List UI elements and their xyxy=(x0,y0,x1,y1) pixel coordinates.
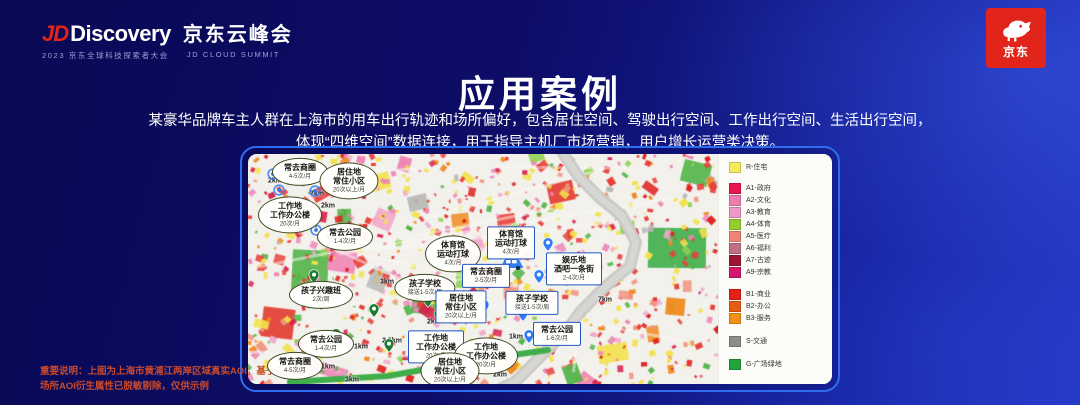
distance-label: 2km xyxy=(320,202,336,210)
blue-map-pin-icon xyxy=(541,237,556,252)
legend-label: A2-文化 xyxy=(746,197,771,204)
distance-label: 7km xyxy=(309,190,325,198)
legend-item: A1-政府 xyxy=(729,182,824,194)
legend-label: B3-服务 xyxy=(746,315,771,322)
logo-subtitle-cn: 2023 京东全球科技探索者大会 xyxy=(42,51,169,60)
legend-item: A9-宗教 xyxy=(729,266,824,278)
legend-label: B2-办公 xyxy=(746,303,771,310)
map-label-rect: 常去商圈 2-5次/月 xyxy=(462,263,510,289)
legend-swatch xyxy=(729,335,741,347)
legend-label: B1-商业 xyxy=(746,291,771,298)
legend-label: G-广场绿地 xyxy=(746,361,782,368)
distance-label: 2km xyxy=(492,371,508,379)
map-label-rect: 娱乐地 酒吧一条街 2-4次/月 xyxy=(546,252,602,286)
legend-label: S-交通 xyxy=(746,338,767,345)
map-frame: 常去商圈 4-5次/月 居住地 常住小区 20次以上/月 工作地 工作办公楼 20次/月 常去公… xyxy=(240,146,840,392)
legend-label: A3-教育 xyxy=(746,209,771,216)
disclaimer: 重要说明：上图为上海市黄浦江两岸区域真实AOI，基于车主隐私， 场所AOI衍生属… xyxy=(40,365,323,394)
disclaimer-line-1: 重要说明：上图为上海市黄浦江两岸区域真实AOI，基于车主隐私， xyxy=(40,366,323,377)
legend-label: A6-福利 xyxy=(746,245,771,252)
disclaimer-line-2: 场所AOI衍生属性已脱敏剔除，仅供示例 xyxy=(40,380,209,392)
map-label-cloud: 体育馆 运动打球 4次/月 xyxy=(425,235,481,273)
blue-target-pin-icon xyxy=(309,185,322,198)
legend-item: A2-文化 xyxy=(729,194,824,206)
map-label-cloud: 孩子兴趣班 2次/周 xyxy=(289,280,353,310)
legend-swatch xyxy=(729,300,741,312)
subtitle-line-1: 某豪华品牌车主人群在上海市的用车出行轨迹和场所偏好，包含居住空间、驾驶出行空间、… xyxy=(148,113,932,129)
legend-swatch xyxy=(729,358,741,370)
logo-subtitle-en: JD CLOUD SUMMIT xyxy=(186,50,281,59)
legend-item: B2-办公 xyxy=(729,300,824,312)
map-label-rect: 体育馆 运动打球 4次/月 xyxy=(487,226,535,260)
header-logo: JD Discovery 京东云峰会 2023 京东全球科技探索者大会 JD C… xyxy=(42,18,293,61)
map-label-cloud: 居住地 常住小区 20次以上/月 xyxy=(319,162,379,200)
map-panel: 常去商圈 4-5次/月 居住地 常住小区 20次以上/月 工作地 工作办公楼 20次/月 常去公… xyxy=(248,154,832,384)
legend-item: A6-福利 xyxy=(729,242,824,254)
legend-item: A3-教育 xyxy=(729,206,824,218)
legend-swatch xyxy=(729,161,741,173)
distance-label: 1km xyxy=(508,333,524,341)
legend-swatch xyxy=(729,288,741,300)
legend-label: A5-医疗 xyxy=(746,233,771,240)
legend-item: B3-服务 xyxy=(729,312,824,324)
logo-jd-text: JD xyxy=(42,21,69,46)
blue-target-pin-icon xyxy=(273,184,286,197)
distance-label: 1km xyxy=(320,363,336,371)
distance-label: 3km xyxy=(344,376,360,384)
distance-label: 7km xyxy=(597,296,613,304)
map-label-rect: 孩子学校 接送1-5次/周 xyxy=(505,290,559,316)
legend-item: R-住宅 xyxy=(729,161,824,173)
legend-item: B1-商业 xyxy=(729,288,824,300)
legend-label: R-住宅 xyxy=(746,164,768,171)
map-label-rect: 常去公园 1-6次/月 xyxy=(533,321,581,347)
legend-swatch xyxy=(729,206,741,218)
legend-item: A5-医疗 xyxy=(729,230,824,242)
legend-swatch xyxy=(729,194,741,206)
distance-label: 1km xyxy=(353,343,369,351)
green-map-pin-icon xyxy=(382,338,397,353)
legend-label: A4-体育 xyxy=(746,221,771,228)
legend-item: S-交通 xyxy=(729,335,824,347)
map-label-cloud: 常去公园 1-4次/月 xyxy=(298,329,354,359)
legend-swatch xyxy=(729,242,741,254)
jd-dog-icon xyxy=(997,16,1035,42)
map-legend: R-住宅 A1-政府 A2-文化 A3-教育 A4-体育 A5-医疗 A6-福利 A7-古迹 A… xyxy=(718,154,832,384)
map-image: 常去商圈 4-5次/月 居住地 常住小区 20次以上/月 工作地 工作办公楼 20次/月 常去公… xyxy=(248,154,718,384)
logo-cn-title: 京东云峰会 xyxy=(182,24,293,46)
map-label-cloud: 孩子学校 接送1-5次/周 xyxy=(394,273,456,303)
map-label-cloud: 居住地 常住小区 20次以上/月 xyxy=(420,352,480,384)
legend-label: A9-宗教 xyxy=(746,269,771,276)
legend-swatch xyxy=(729,230,741,242)
jd-badge-label: 京东 xyxy=(1002,45,1029,59)
legend-item: G-广场绿地 xyxy=(729,358,824,370)
logo-discovery-text: Discovery xyxy=(70,21,171,46)
map-label-rect: 居住地 常住小区 20次以上/月 xyxy=(435,290,487,324)
green-map-pin-icon xyxy=(367,303,382,318)
legend-swatch xyxy=(729,254,741,266)
distance-label: 3km xyxy=(379,278,395,286)
legend-swatch xyxy=(729,182,741,194)
legend-label: A7-古迹 xyxy=(746,257,771,264)
distance-label: 2km xyxy=(426,318,442,326)
map-label-cloud: 常去公园 1-4次/月 xyxy=(317,222,373,252)
jd-logo-badge: 京东 xyxy=(986,8,1046,68)
legend-swatch xyxy=(729,312,741,324)
distance-label: 2km xyxy=(267,177,283,185)
legend-swatch xyxy=(729,266,741,278)
map-label-cloud: 常去商圈 4-5次/月 xyxy=(267,351,323,381)
blue-map-pin-icon xyxy=(532,269,547,284)
map-label-cloud: 工作地 工作办公楼 20次/月 xyxy=(258,196,322,234)
legend-item: A7-古迹 xyxy=(729,254,824,266)
legend-item: A4-体育 xyxy=(729,218,824,230)
legend-label: A1-政府 xyxy=(746,185,771,192)
legend-swatch xyxy=(729,218,741,230)
page-title: 应用案例 xyxy=(458,74,622,115)
